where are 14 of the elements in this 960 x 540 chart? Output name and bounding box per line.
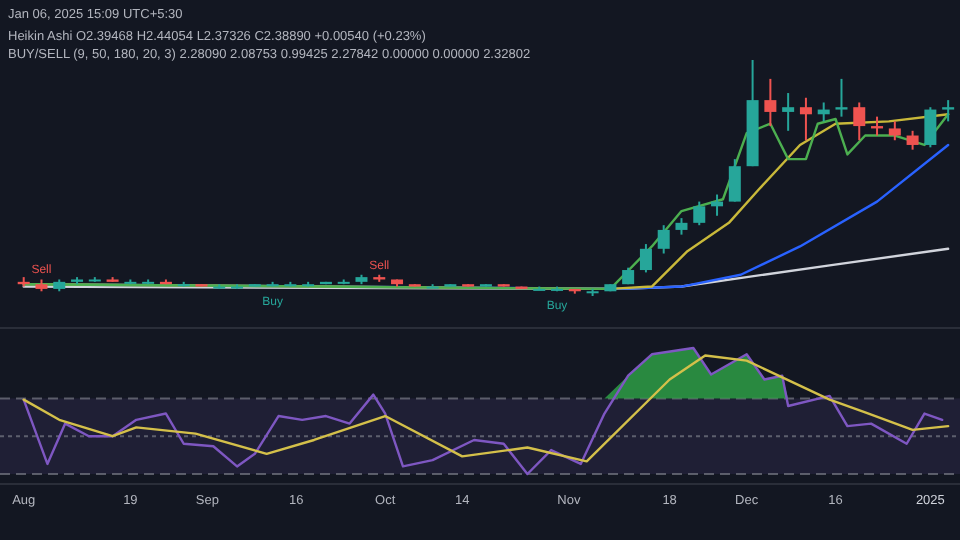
candlestick [799, 96, 812, 142]
candlestick [853, 101, 866, 142]
candlestick [942, 99, 955, 123]
candlestick [782, 92, 795, 132]
candlestick [426, 283, 439, 289]
candlestick [693, 200, 706, 227]
candlestick [657, 224, 670, 255]
candlestick [639, 243, 652, 274]
candlestick [906, 129, 919, 151]
candlestick [835, 77, 848, 118]
candlestick [764, 77, 777, 128]
candlestick [728, 158, 741, 203]
candlestick [888, 120, 901, 142]
candlestick [924, 106, 937, 149]
